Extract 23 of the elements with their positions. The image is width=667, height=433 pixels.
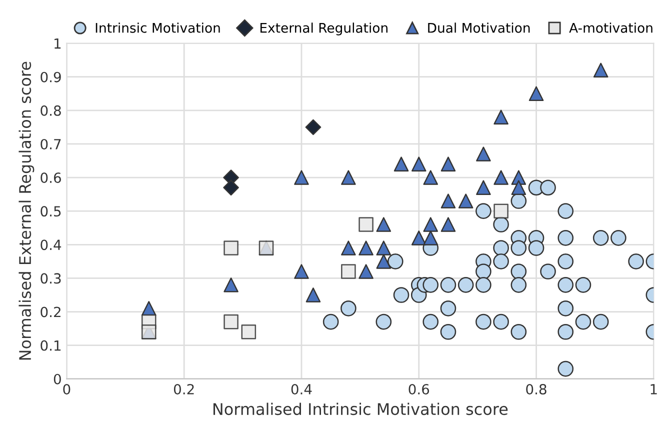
legend-label: A-motivation <box>569 22 652 33</box>
legend-label: Intrinsic Motivation <box>96 22 220 33</box>
y-axis-title: Normalised External Regulation score <box>18 62 34 360</box>
y-tick-label: 0.4 <box>40 240 62 250</box>
x-tick-label: 1 <box>650 384 657 394</box>
x-tick-label: 0.4 <box>291 384 312 394</box>
legend-label: External Regulation <box>260 22 388 36</box>
x-tick-label: 0 <box>63 384 70 394</box>
y-tick-label: 0.2 <box>40 306 60 318</box>
y-tick-label: 1 <box>54 38 61 49</box>
y-tick-label: 0.6 <box>40 172 61 184</box>
x-tick-label: 0.8 <box>526 384 546 394</box>
y-tick-label: 0.7 <box>40 138 61 150</box>
y-tick-label: 0.3 <box>40 273 61 284</box>
y-tick-label: 0.9 <box>40 72 61 82</box>
x-tick-label: 0.6 <box>408 384 430 394</box>
x-axis-title: Normalised Intrinsic Motivation score <box>213 402 508 416</box>
y-tick-label: 0.8 <box>40 105 61 116</box>
y-tick-label: 0.5 <box>40 206 61 217</box>
y-tick-label: 0.1 <box>40 340 61 351</box>
y-tick-label: 0 <box>54 374 61 384</box>
legend-label: Dual Motivation <box>428 22 530 33</box>
x-tick-label: 0.2 <box>174 384 194 394</box>
